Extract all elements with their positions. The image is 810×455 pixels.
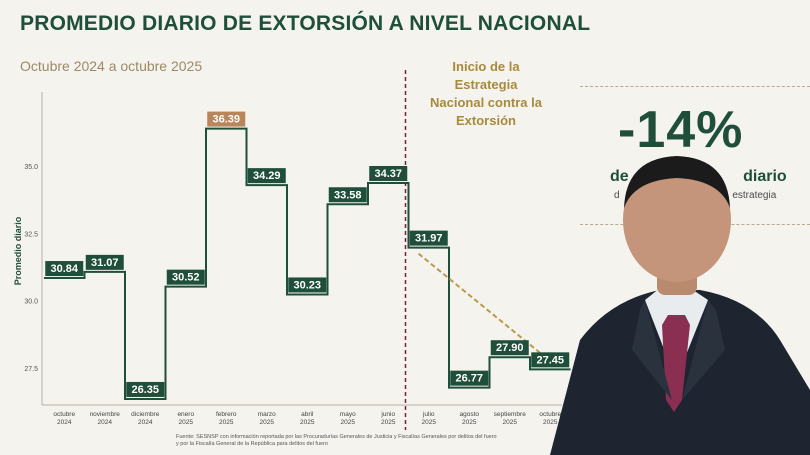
value-label-box [247,168,286,184]
necktie [662,315,690,412]
side-subcaption-end: estrategia [732,190,777,201]
annotation-line: Nacional contra la [430,95,542,110]
side-caption-end: diario [743,168,787,185]
y-tick-label: 30.0 [24,299,38,306]
x-tick-label: marzo [258,411,276,418]
x-tick-label: enero [177,411,194,418]
value-label-box [490,340,529,356]
x-tick-label: septiembre [494,411,527,418]
value-label: 33.58 [334,189,362,201]
value-label-box [126,381,165,397]
x-tick-label-year: 2025 [381,419,396,426]
x-tick-label: diciembre [131,411,160,418]
speaker-photo [550,156,810,455]
x-tick-label-year: 2025 [341,419,356,426]
value-label: 31.97 [415,233,443,245]
hair [624,156,730,208]
x-tick-label: agosto [459,411,479,418]
x-tick-label: octubre [539,411,561,418]
value-label-box [207,111,246,127]
x-tick-label-year: 2024 [57,419,72,426]
annotation-line: Extorsión [456,113,516,128]
value-label: 30.23 [293,279,321,291]
value-label-box [531,352,570,368]
value-label: 27.90 [496,342,524,354]
x-tick-label: octubre [53,411,75,418]
strategy-annotation: Inicio de la Estrategia Nacional contra … [412,58,560,130]
x-tick-label: febrero [216,411,237,418]
x-tick-label: mayo [340,411,356,418]
x-tick-label-year: 2025 [543,419,558,426]
lapel-left [632,300,672,400]
face [623,158,731,282]
value-label-box [45,261,84,277]
value-label: 36.39 [212,114,240,126]
x-tick-label: noviembre [90,411,121,418]
x-tick-label-year: 2025 [503,419,518,426]
x-tick-label-year: 2025 [219,419,234,426]
value-label: 30.84 [50,263,78,275]
x-tick-label: julio [422,411,435,418]
y-tick-label: 35.0 [24,164,38,171]
value-label-box [369,165,408,181]
x-tick-label-year: 2025 [179,419,194,426]
page-title: PROMEDIO DIARIO DE EXTORSIÓN A NIVEL NAC… [20,12,591,35]
x-tick-label-year: 2025 [462,419,477,426]
value-label: 26.77 [455,373,483,385]
y-tick-label: 27.5 [24,366,38,373]
x-tick-label: abril [301,411,314,418]
value-label: 27.45 [536,354,564,366]
lapel-right [682,300,725,400]
value-label: 34.37 [374,168,402,180]
x-tick-label-year: 2025 [422,419,437,426]
value-label-box [450,370,489,386]
value-label-box [328,187,367,203]
percent-change: -14% [618,101,744,159]
value-label-box [85,254,124,270]
value-label: 26.35 [131,384,159,396]
x-tick-label-year: 2025 [300,419,315,426]
series-line [44,127,571,400]
x-tick-label-year: 2025 [260,419,275,426]
value-label-box [288,277,327,293]
source-line: y por la Fiscalía General de la Repúblic… [176,441,328,447]
annotation-line: Inicio de la [452,59,520,74]
y-tick-label: 32.5 [24,231,38,238]
side-subcaption: d estrategia [614,190,776,201]
x-tick-label: junio [380,411,395,418]
source-note: Fuente: SESNSP con información reportada… [176,434,576,448]
source-line: Fuente: SESNSP con información reportada… [176,434,497,440]
page-subtitle: Octubre 2024 a octubre 2025 [20,58,203,74]
value-label: 30.52 [172,272,200,284]
side-caption: de diario [610,168,787,186]
side-caption-start: de [610,168,629,185]
side-subcaption-start: d [614,190,620,201]
annotation-line: Estrategia [454,77,518,92]
value-label: 34.29 [253,170,281,182]
value-label-box [409,230,448,246]
x-tick-label-year: 2024 [138,419,153,426]
side-divider-top [580,86,810,87]
value-label-box [166,269,205,285]
value-label: 31.07 [91,257,119,269]
x-tick-label-year: 2024 [98,419,113,426]
